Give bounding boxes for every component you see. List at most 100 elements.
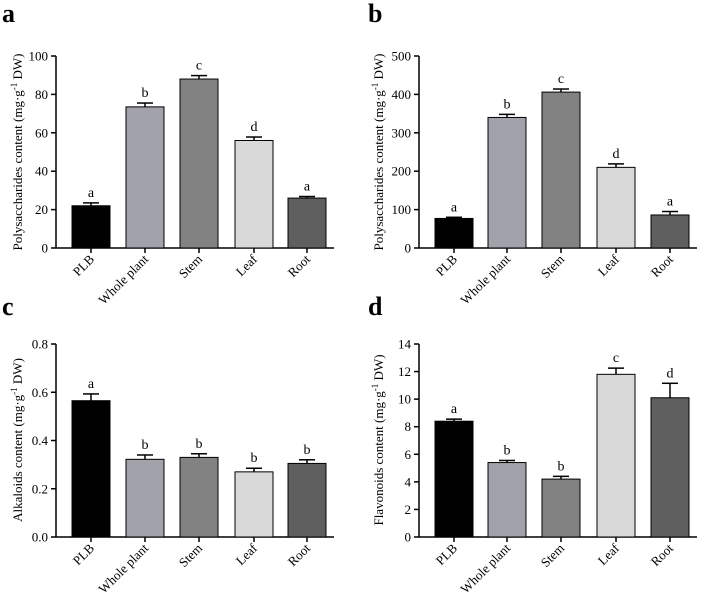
y-axis-label-main: Polysaccharides content (mg·g xyxy=(10,90,25,251)
y-tick-label: 40 xyxy=(35,164,48,179)
y-tick-label: 100 xyxy=(29,49,49,64)
bar-plb xyxy=(71,205,111,249)
y-tick-label: 0 xyxy=(405,530,412,545)
y-axis-label-unit: DW) xyxy=(371,354,386,383)
x-tick-label: PLB xyxy=(70,540,98,568)
significance-letter: a xyxy=(304,180,311,195)
x-tick-label: Root xyxy=(285,251,314,280)
significance-letter: d xyxy=(667,366,674,381)
significance-letter: b xyxy=(142,86,149,101)
bar-whole-plant xyxy=(487,116,527,249)
bar-stem xyxy=(541,478,581,538)
bar-root xyxy=(650,214,690,249)
significance-letter: b xyxy=(142,438,149,453)
bar-root xyxy=(287,197,327,249)
bar-root xyxy=(287,462,327,538)
x-tick-label: Stem xyxy=(176,252,206,282)
y-tick-label: 0.8 xyxy=(32,337,48,352)
x-tick-label: Leaf xyxy=(595,251,623,279)
panel-letter: b xyxy=(368,0,382,28)
significance-letter: a xyxy=(88,186,95,201)
x-tick-label: Stem xyxy=(538,541,568,571)
bar-leaf xyxy=(234,139,274,249)
panel-letter: c xyxy=(2,292,14,321)
chart-panel-c: c 0.0 0.2 0.4 0.6 0.8 Alkaloids content (mg·g-… xyxy=(2,292,334,596)
y-tick-label: 0.0 xyxy=(32,530,48,545)
y-axis-label-main: Flavonoids content (mg·g xyxy=(371,391,386,526)
significance-letter: a xyxy=(667,195,674,210)
y-tick-label: 500 xyxy=(392,49,412,64)
panel-letter: d xyxy=(368,292,383,321)
significance-letter: c xyxy=(613,351,619,366)
chart-panel-b: b 0 100 200 300 400 500 Polysaccharides content… xyxy=(368,0,697,307)
significance-letter: a xyxy=(451,402,458,417)
bar-whole-plant xyxy=(125,458,165,538)
significance-letter: b xyxy=(504,443,511,458)
y-axis-label-unit: DW) xyxy=(10,53,25,82)
x-tick-label: Leaf xyxy=(595,540,623,568)
significance-letter: b xyxy=(196,437,203,452)
y-tick-label: 0 xyxy=(405,241,412,256)
x-tick-label: Root xyxy=(648,251,677,280)
y-axis-label: Alkaloids content (mg·g-1 DW) xyxy=(9,358,25,522)
y-axis-label-unit: DW) xyxy=(10,358,25,387)
x-tick-label: Leaf xyxy=(233,251,261,279)
bar-leaf xyxy=(596,166,636,249)
significance-letter: a xyxy=(451,200,458,215)
x-tick-label: Root xyxy=(648,540,677,569)
significance-letter: b xyxy=(558,459,565,474)
x-tick-label: Whole plant xyxy=(457,251,513,307)
y-axis-label-unit: DW) xyxy=(371,53,386,82)
x-tick-label: PLB xyxy=(433,540,461,568)
y-tick-label: 14 xyxy=(398,337,412,352)
y-axis-label-main: Alkaloids content (mg·g xyxy=(10,394,25,522)
y-tick-label: 200 xyxy=(392,164,412,179)
y-axis-label: Polysaccharides content (mg·g-1 DW) xyxy=(9,53,25,250)
bar-leaf xyxy=(234,471,274,538)
x-tick-label: Leaf xyxy=(233,540,261,568)
bar-stem xyxy=(179,78,219,249)
significance-letter: a xyxy=(88,377,95,392)
x-tick-label: Whole plant xyxy=(95,540,151,596)
significance-letter: b xyxy=(504,97,511,112)
y-axis-label-superscript: -1 xyxy=(370,384,380,392)
x-tick-label: Stem xyxy=(538,252,568,282)
x-tick-label: Stem xyxy=(176,541,206,571)
significance-letter: c xyxy=(558,72,564,87)
significance-letter: b xyxy=(251,451,258,466)
y-axis-label: Flavonoids content (mg·g-1 DW) xyxy=(370,354,386,525)
bar-root xyxy=(650,397,690,538)
y-tick-label: 400 xyxy=(392,87,412,102)
y-tick-label: 20 xyxy=(35,202,48,217)
y-tick-label: 300 xyxy=(392,125,412,140)
bar-plb xyxy=(434,420,474,538)
y-axis-label-main: Polysaccharides content (mg·g xyxy=(371,90,386,251)
bar-stem xyxy=(541,91,581,249)
bar-whole-plant xyxy=(487,462,527,538)
y-tick-label: 0.6 xyxy=(32,385,49,400)
bar-plb xyxy=(71,400,111,538)
y-tick-label: 8 xyxy=(405,419,412,434)
bar-stem xyxy=(179,456,219,538)
significance-letter: b xyxy=(304,443,311,458)
y-axis-label: Polysaccharides content (mg·g-1 DW) xyxy=(370,53,386,250)
y-axis-label-superscript: -1 xyxy=(9,387,19,395)
panel-letter: a xyxy=(2,0,15,28)
y-tick-label: 60 xyxy=(35,125,48,140)
x-tick-label: Whole plant xyxy=(457,540,513,596)
y-tick-label: 0.4 xyxy=(32,433,49,448)
chart-panel-d: d 0 2 4 6 8 10 12 14 Flavonoids content (mg·g-1 D… xyxy=(368,292,697,596)
chart-panel-a: a 0 20 40 60 80 100 Polysaccharides content (mg… xyxy=(2,0,334,307)
x-tick-label: Whole plant xyxy=(95,251,151,307)
bar-whole-plant xyxy=(125,106,165,249)
y-tick-label: 12 xyxy=(398,364,411,379)
y-tick-label: 0 xyxy=(42,241,49,256)
y-axis-label-superscript: -1 xyxy=(370,83,380,91)
significance-letter: d xyxy=(613,147,620,162)
y-axis-label-superscript: -1 xyxy=(9,83,19,91)
x-tick-label: PLB xyxy=(433,251,461,279)
x-tick-label: PLB xyxy=(70,251,98,279)
y-tick-label: 80 xyxy=(35,87,48,102)
y-tick-label: 4 xyxy=(405,474,412,489)
